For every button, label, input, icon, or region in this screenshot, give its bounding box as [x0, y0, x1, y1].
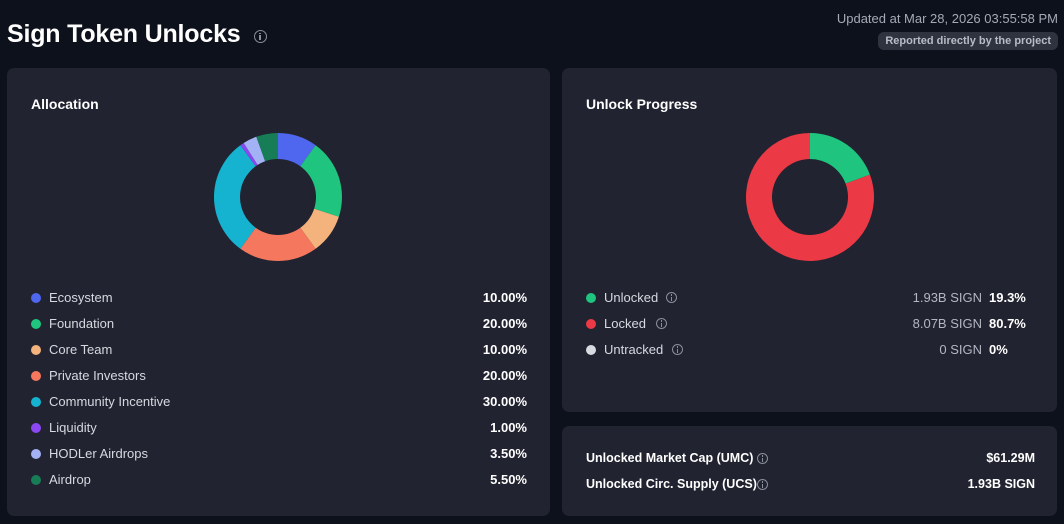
info-icon[interactable] — [656, 318, 667, 329]
legend-item-locked[interactable]: Locked 8.07B SIGN 80.7% — [586, 316, 1036, 332]
legend-percentage: 1.00% — [490, 420, 527, 435]
legend-item-community-incentive[interactable]: Community Incentive 30.00% — [31, 394, 527, 410]
info-icon[interactable] — [757, 479, 768, 490]
legend-item-foundation[interactable]: Foundation 20.00% — [31, 316, 527, 332]
legend-item-unlocked[interactable]: Unlocked 1.93B SIGN 19.3% — [586, 290, 1036, 306]
legend-percentage: 20.00% — [482, 368, 527, 383]
legend-label: Foundation — [49, 316, 115, 331]
legend-label: Ecosystem — [49, 290, 113, 305]
legend-dot — [31, 423, 41, 433]
legend-dot — [586, 345, 596, 355]
legend-percentage: 30.00% — [482, 394, 527, 409]
allocation-slice-airdrop[interactable] — [256, 133, 278, 162]
allocation-title: Allocation — [31, 96, 99, 112]
legend-label: Liquidity — [49, 420, 97, 435]
legend-label: Core Team — [49, 342, 113, 357]
legend-percentage: 5.50% — [490, 472, 527, 487]
allocation-slice-hodler-airdrops[interactable] — [243, 136, 266, 165]
unlock-progress-card: Unlock Progress Unlocked 1.93B SIGN 19.3% L… — [562, 68, 1057, 412]
allocation-slice-community-incentive[interactable] — [214, 145, 256, 249]
legend-amount: 1.93B SIGN — [912, 290, 982, 305]
legend-label: Private Investors — [49, 368, 146, 383]
page-title: Sign Token Unlocks — [7, 20, 241, 48]
legend-percentage: 19.3% — [989, 290, 1026, 305]
legend-dot — [31, 319, 41, 329]
allocation-donut-chart — [214, 133, 342, 261]
allocation-slice-foundation[interactable] — [300, 145, 342, 217]
legend-label: Community Incentive — [49, 394, 171, 409]
unlock-progress-title: Unlock Progress — [586, 96, 698, 112]
umc-value: $61.29M — [986, 451, 1035, 465]
allocation-card: Allocation Ecosystem 10.00% Foundation 20.0… — [7, 68, 550, 516]
updated-timestamp: Updated at Mar 28, 2026 03:55:58 PM — [836, 11, 1058, 26]
page-header: Sign Token Unlocks Updated at Mar 28, 20… — [0, 0, 1064, 64]
legend-item-airdrop[interactable]: Airdrop 5.50% — [31, 472, 527, 488]
legend-dot — [586, 319, 596, 329]
legend-label: Airdrop — [49, 472, 91, 487]
legend-percentage: 10.00% — [482, 342, 527, 357]
legend-label: Unlocked — [604, 290, 659, 305]
legend-item-liquidity[interactable]: Liquidity 1.00% — [31, 420, 527, 436]
legend-dot — [31, 345, 41, 355]
umc-label: Unlocked Market Cap (UMC) — [586, 451, 754, 465]
legend-label: Untracked — [604, 342, 664, 357]
legend-amount: 8.07B SIGN — [912, 316, 982, 331]
legend-percentage: 3.50% — [490, 446, 527, 461]
allocation-slice-core-team[interactable] — [300, 208, 339, 249]
allocation-slice-ecosystem[interactable] — [278, 133, 316, 167]
info-icon[interactable] — [672, 344, 683, 355]
legend-item-private-investors[interactable]: Private Investors 20.00% — [31, 368, 527, 384]
progress-slice-unlocked[interactable] — [810, 133, 870, 184]
legend-dot — [31, 475, 41, 485]
progress-slice-locked[interactable] — [746, 133, 874, 261]
allocation-slice-private-investors[interactable] — [240, 227, 316, 261]
ucs-value: 1.93B SIGN — [967, 477, 1035, 491]
legend-percentage: 10.00% — [482, 290, 527, 305]
legend-dot — [31, 371, 41, 381]
legend-amount: 0 SIGN — [939, 342, 982, 357]
legend-dot — [586, 293, 596, 303]
info-icon[interactable] — [757, 453, 768, 464]
legend-percentage: 0% — [989, 342, 1008, 357]
legend-item-hodler-airdrops[interactable]: HODLer Airdrops 3.50% — [31, 446, 527, 462]
legend-percentage: 20.00% — [482, 316, 527, 331]
allocation-slice-liquidity[interactable] — [240, 142, 258, 167]
info-icon[interactable] — [254, 30, 267, 43]
legend-label: HODLer Airdrops — [49, 446, 148, 461]
legend-item-ecosystem[interactable]: Ecosystem 10.00% — [31, 290, 527, 306]
legend-dot — [31, 449, 41, 459]
reported-badge: Reported directly by the project — [878, 32, 1058, 50]
legend-label: Locked — [604, 316, 646, 331]
ucs-label: Unlocked Circ. Supply (UCS) — [586, 477, 757, 491]
metrics-card: Unlocked Market Cap (UMC) $61.29M Unlock… — [562, 426, 1057, 516]
unlock-progress-donut-chart — [746, 133, 874, 261]
legend-item-core-team[interactable]: Core Team 10.00% — [31, 342, 527, 358]
legend-percentage: 80.7% — [989, 316, 1026, 331]
legend-dot — [31, 293, 41, 303]
info-icon[interactable] — [666, 292, 677, 303]
legend-item-untracked[interactable]: Untracked 0 SIGN 0% — [586, 342, 1036, 358]
legend-dot — [31, 397, 41, 407]
